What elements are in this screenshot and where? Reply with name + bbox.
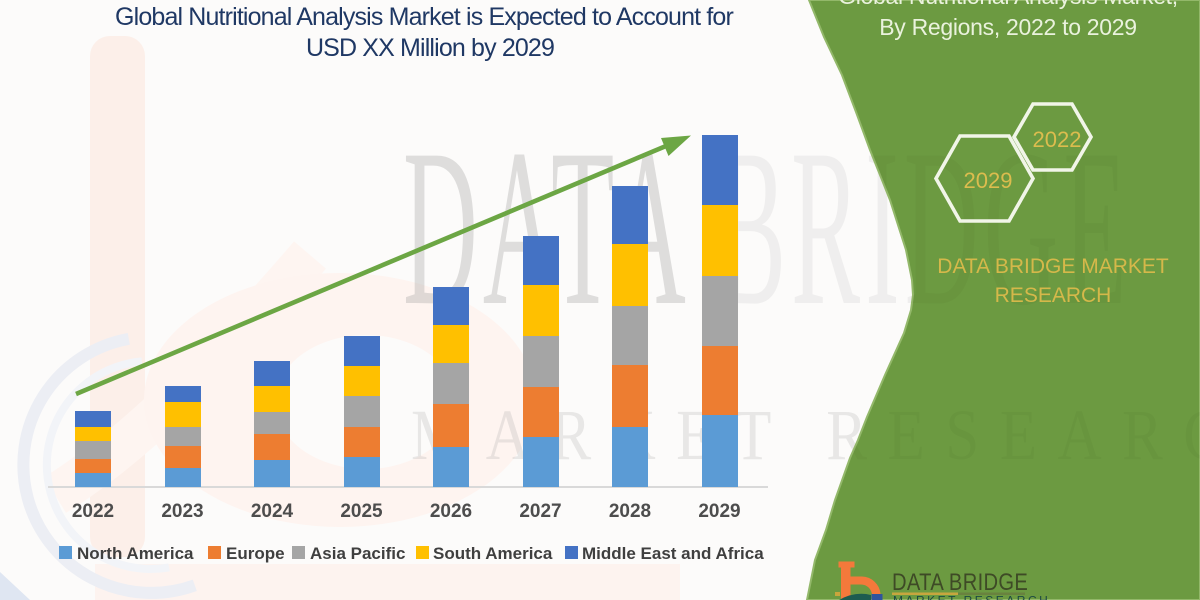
svg-text:MARKET RESEARCH: MARKET RESEARCH: [893, 594, 1050, 600]
svg-text:DATA BRIDGE: DATA BRIDGE: [892, 568, 1028, 595]
